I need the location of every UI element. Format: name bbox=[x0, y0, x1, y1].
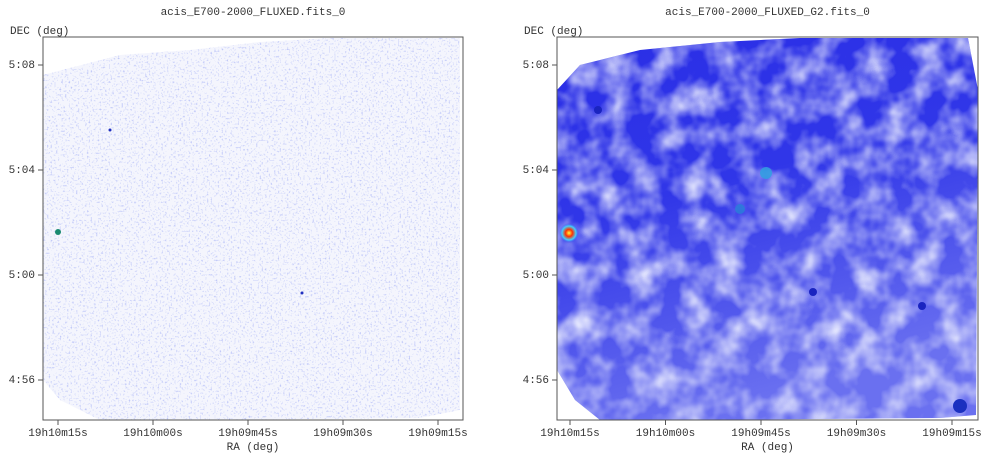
panel-title: acis_E700-2000_FLUXED.fits_0 bbox=[161, 7, 346, 19]
y-tick-label: 4:56 bbox=[523, 375, 549, 387]
y-tick-label: 5:04 bbox=[9, 165, 36, 177]
x-tick-label: 19h09m30s bbox=[827, 428, 886, 440]
x-tick-label: 19h09m15s bbox=[922, 428, 981, 440]
sky-image-raw bbox=[43, 38, 460, 420]
x-tick-label: 19h10m00s bbox=[636, 428, 695, 440]
y-axis-label: DEC (deg) bbox=[10, 26, 69, 38]
x-tick-label: 19h09m45s bbox=[218, 428, 277, 440]
panel-title: acis_E700-2000_FLUXED_G2.fits_0 bbox=[665, 7, 870, 19]
y-tick-label: 5:04 bbox=[523, 165, 550, 177]
plot-frame bbox=[42, 36, 464, 421]
sky-image-smoothed bbox=[557, 38, 978, 420]
y-tick-label: 5:08 bbox=[9, 60, 35, 72]
plot-frame bbox=[556, 36, 979, 421]
x-axis-label: RA (deg) bbox=[741, 442, 794, 454]
y-tick-label: 5:00 bbox=[9, 270, 35, 282]
x-axis-label: RA (deg) bbox=[227, 442, 280, 454]
x-tick-label: 19h09m15s bbox=[408, 428, 467, 440]
y-axis-label: DEC (deg) bbox=[524, 26, 583, 38]
y-tick-label: 5:00 bbox=[523, 270, 549, 282]
x-tick-label: 19h09m45s bbox=[731, 428, 790, 440]
y-tick-label: 5:08 bbox=[523, 60, 549, 72]
x-tick-label: 19h10m15s bbox=[540, 428, 599, 440]
x-tick-label: 19h10m00s bbox=[123, 428, 182, 440]
y-tick-label: 4:56 bbox=[9, 375, 35, 387]
x-tick-label: 19h10m15s bbox=[28, 428, 87, 440]
x-tick-label: 19h09m30s bbox=[313, 428, 372, 440]
